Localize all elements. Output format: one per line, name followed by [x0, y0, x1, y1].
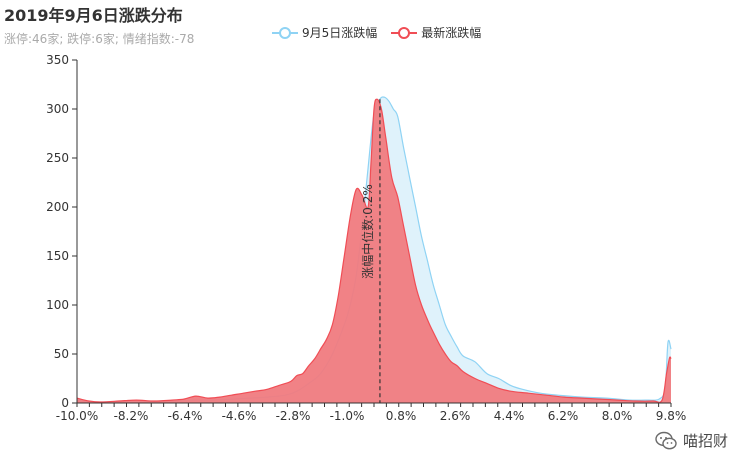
series-area-latest [77, 99, 671, 403]
y-tick-label: 150 [46, 249, 69, 263]
watermark: 喵招财 [655, 430, 728, 451]
series-line-latest [76, 98, 672, 403]
x-tick-label: 8.0% [602, 409, 633, 423]
legend-item-latest[interactable]: 最新涨跌幅 [391, 24, 481, 41]
x-tick-label: -2.8% [276, 409, 311, 423]
x-tick-label: 0.8% [386, 409, 417, 423]
x-tick-label: -10.0% [56, 409, 98, 423]
legend-swatch-prev-icon [272, 26, 298, 39]
y-tick-label: 200 [46, 200, 69, 214]
chart-subtitle: 涨停:46家; 跌停:6家; 情绪指数:-78 [4, 32, 195, 46]
y-tick-label: 250 [46, 151, 69, 165]
legend-item-prev[interactable]: 9月5日涨跌幅 [272, 24, 377, 41]
chart-areas [76, 96, 672, 403]
x-tick-label: -4.6% [222, 409, 257, 423]
x-tick-label: 4.4% [494, 409, 525, 423]
y-tick-label: 350 [46, 53, 69, 67]
x-tick-label: 6.2% [548, 409, 579, 423]
y-tick-label: 50 [54, 347, 69, 361]
legend-label-latest: 最新涨跌幅 [421, 26, 482, 40]
median-line-group: 涨幅中位数:0.2% [360, 99, 381, 403]
x-tick-label: -1.0% [330, 409, 365, 423]
y-tick-label: 300 [46, 102, 69, 116]
y-tick-label: 100 [46, 298, 69, 312]
wechat-icon [655, 431, 677, 449]
watermark-text: 喵招财 [682, 432, 728, 450]
y-tick-label: 0 [61, 396, 69, 410]
x-tick-label: -6.4% [168, 409, 203, 423]
median-label: 涨幅中位数:0.2% [360, 184, 375, 279]
chart-axes: 0 50 100 150 200 250 300 350 -10.0% -8.2% -6.4% -4.… [46, 53, 686, 423]
legend-label-prev: 9月5日涨跌幅 [302, 26, 378, 40]
x-tick-label: -8.2% [114, 409, 149, 423]
x-tick-label: 9.8% [656, 409, 687, 423]
chart-legend: 9月5日涨跌幅 最新涨跌幅 [272, 24, 495, 41]
x-tick-label: 2.6% [440, 409, 471, 423]
legend-swatch-latest-icon [391, 26, 418, 39]
chart-title: 2019年9月6日涨跌分布 [4, 6, 183, 25]
